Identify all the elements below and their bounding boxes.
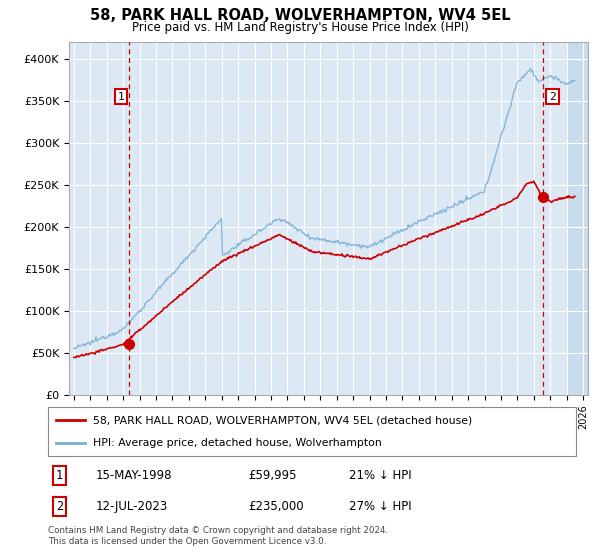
Bar [566, 42, 599, 395]
Text: 2: 2 [549, 92, 556, 101]
Text: 1: 1 [56, 469, 63, 482]
Text: 2: 2 [56, 500, 63, 513]
Text: 1: 1 [118, 92, 124, 101]
Text: 21% ↓ HPI: 21% ↓ HPI [349, 469, 412, 482]
Text: £235,000: £235,000 [248, 500, 304, 513]
Text: £59,995: £59,995 [248, 469, 297, 482]
Text: 12-JUL-2023: 12-JUL-2023 [95, 500, 168, 513]
Text: 15-MAY-1998: 15-MAY-1998 [95, 469, 172, 482]
Text: 58, PARK HALL ROAD, WOLVERHAMPTON, WV4 5EL: 58, PARK HALL ROAD, WOLVERHAMPTON, WV4 5… [89, 8, 511, 24]
Text: HPI: Average price, detached house, Wolverhampton: HPI: Average price, detached house, Wolv… [93, 438, 382, 448]
Text: 27% ↓ HPI: 27% ↓ HPI [349, 500, 412, 513]
Text: Price paid vs. HM Land Registry's House Price Index (HPI): Price paid vs. HM Land Registry's House … [131, 21, 469, 34]
Text: 58, PARK HALL ROAD, WOLVERHAMPTON, WV4 5EL (detached house): 58, PARK HALL ROAD, WOLVERHAMPTON, WV4 5… [93, 416, 472, 426]
Text: Contains HM Land Registry data © Crown copyright and database right 2024.
This d: Contains HM Land Registry data © Crown c… [48, 526, 388, 546]
